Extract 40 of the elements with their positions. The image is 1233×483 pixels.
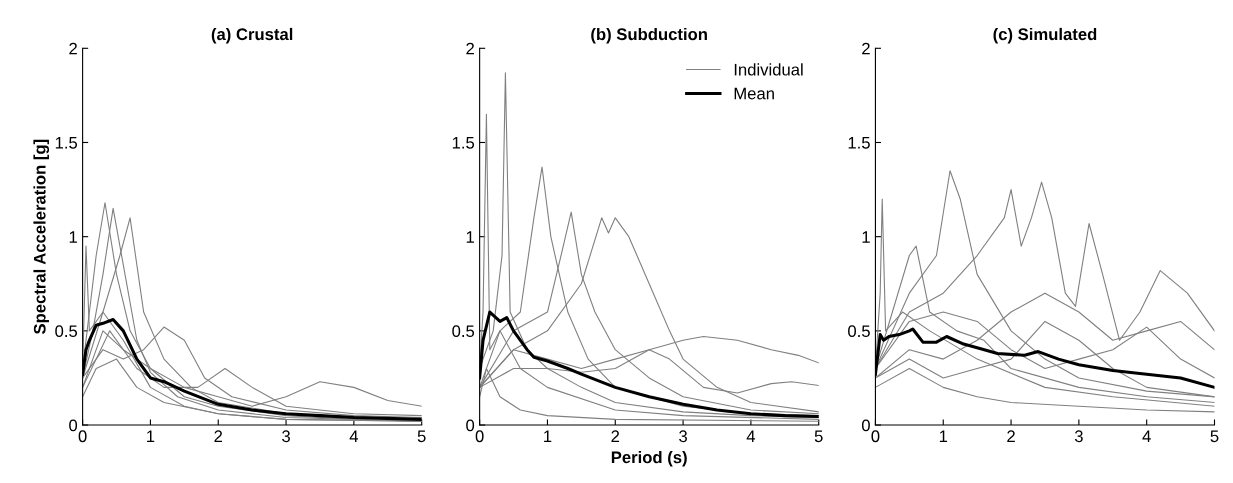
y-tick-label: 0 [466,419,475,432]
legend-label: Mean [734,87,774,100]
x-tick-label: 1 [939,430,948,442]
y-tick-label: 0.5 [848,325,870,338]
y-tick-label: 2 [862,42,870,55]
x-tick-label: 4 [1142,430,1151,442]
x-tick-label: 1 [544,430,552,442]
x-tick-label: 4 [746,430,756,442]
y-tick-label: 0 [861,419,870,432]
x-tick-label: 0 [78,430,87,443]
x-tick-label: 3 [679,430,687,443]
y-axis-title: Spectral Acceleration [g] [33,139,50,335]
x-tick-label: 5 [814,430,823,443]
y-tick-label: 1.5 [848,137,870,149]
chart-title: (c) Simulated [993,27,1097,44]
y-tick-label: 2 [466,42,474,55]
y-tick-label: 2 [69,42,77,55]
x-tick-label: 5 [417,430,426,443]
x-tick-label: 2 [1007,430,1015,442]
y-tick-label: 0.5 [452,325,475,338]
x-tick-label: 2 [611,430,620,442]
y-tick-label: 1.5 [452,137,475,149]
y-tick-label: 0 [69,419,78,432]
y-tick-label: 1.5 [55,137,78,149]
x-tick-label: 0 [871,430,880,443]
y-tick-label: 1 [69,231,77,243]
x-tick-label: 0 [475,430,484,443]
y-tick-label: 1 [862,231,870,243]
x-tick-label: 3 [282,430,290,443]
y-tick-label: 1 [466,231,474,243]
chart-title: (b) Subduction [591,27,707,44]
x-tick-label: 4 [349,430,359,442]
chart-title: (a) Crustal [211,27,293,44]
x-tick-label: 2 [214,430,223,442]
y-tick-label: 0.5 [55,325,78,338]
x-axis-title: Period (s) [611,450,687,467]
x-tick-label: 1 [147,430,155,442]
legend-label: Individual [734,63,803,76]
x-tick-label: 3 [1074,430,1083,443]
x-tick-label: 5 [1210,430,1219,443]
